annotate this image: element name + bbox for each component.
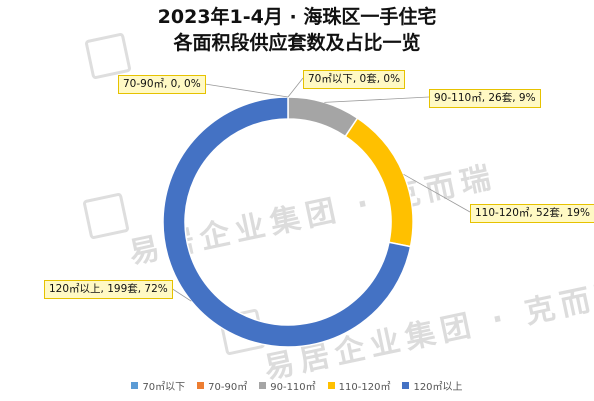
data-label: 70-90㎡, 0, 0% [118,75,206,94]
legend-item: 90-110㎡ [259,378,316,393]
chart-title: 2023年1-4月 · 海珠区一手住宅 各面积段供应套数及占比一览 [0,4,594,56]
data-label: 70㎡以下, 0套, 0% [303,70,406,89]
legend-swatch [327,382,335,389]
legend-label: 110-120㎡ [338,382,391,393]
donut-slices [162,96,414,348]
donut-slice [287,96,359,138]
chart-title-line2: 各面积段供应套数及占比一览 [173,32,421,54]
donut-slice [162,96,412,348]
legend: 70㎡以下 70-90㎡ 90-110㎡ 110-120㎡ 120㎡以上 [0,378,594,393]
legend-label: 120㎡以上 [413,382,463,393]
donut-slice [344,117,414,248]
legend-item: 120㎡以上 [402,378,463,393]
data-label: 120㎡以上, 199套, 72% [44,280,173,299]
data-label: 90-110㎡, 26套, 9% [429,89,541,108]
leader-lines [170,77,471,302]
legend-item: 70㎡以下 [131,378,185,393]
leader-line [170,287,192,302]
legend-swatch [259,382,267,389]
legend-label: 70㎡以下 [142,382,186,393]
chart-title-line1: 2023年1-4月 · 海珠区一手住宅 [157,6,437,28]
legend-item: 70-90㎡ [197,378,247,393]
legend-swatch [402,382,410,389]
leader-line [403,173,471,213]
legend-swatch [197,382,205,389]
legend-swatch [131,382,139,389]
leader-line [204,83,289,98]
legend-item: 110-120㎡ [327,378,391,393]
legend-label: 90-110㎡ [270,382,316,393]
legend-label: 70-90㎡ [208,382,248,393]
data-label: 110-120㎡, 52套, 19% [470,204,594,223]
leader-line [324,96,430,103]
leader-line [287,77,304,98]
